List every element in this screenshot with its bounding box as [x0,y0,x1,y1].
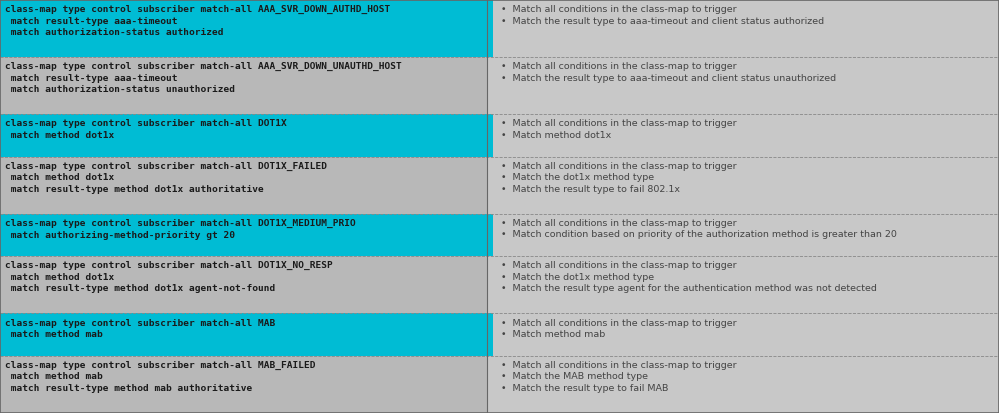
Bar [0,57,487,114]
Text: •  Match all conditions in the class-map to trigger
•  Match the dot1x method ty: • Match all conditions in the class-map … [500,261,876,293]
Text: •  Match all conditions in the class-map to trigger
•  Match the MAB method type: • Match all conditions in the class-map … [500,361,736,393]
Bar [487,157,999,214]
Bar [487,0,999,57]
Bar [487,114,493,157]
Text: class-map type control subscriber match-all AAA_SVR_DOWN_AUTHD_HOST
 match resul: class-map type control subscriber match-… [5,5,391,37]
Bar [487,256,999,313]
Text: •  Match all conditions in the class-map to trigger
•  Match the result type to : • Match all conditions in the class-map … [500,62,835,83]
Text: class-map type control subscriber match-all AAA_SVR_DOWN_UNAUTHD_HOST
 match res: class-map type control subscriber match-… [5,62,402,94]
Bar [487,313,999,356]
Text: class-map type control subscriber match-all DOT1X
 match method dot1x: class-map type control subscriber match-… [5,119,287,140]
Text: class-map type control subscriber match-all MAB_FAILED
 match method mab
 match : class-map type control subscriber match-… [5,361,316,393]
Bar [487,57,999,114]
Bar [0,214,487,256]
Bar [487,313,493,356]
Text: •  Match all conditions in the class-map to trigger
•  Match condition based on : • Match all conditions in the class-map … [500,219,896,240]
Text: •  Match all conditions in the class-map to trigger
•  Match the dot1x method ty: • Match all conditions in the class-map … [500,162,736,194]
Text: •  Match all conditions in the class-map to trigger
•  Match method mab: • Match all conditions in the class-map … [500,318,736,339]
Text: class-map type control subscriber match-all MAB
 match method mab: class-map type control subscriber match-… [5,318,276,339]
Bar [0,313,487,356]
Bar [487,0,493,57]
Text: class-map type control subscriber match-all DOT1X_MEDIUM_PRIO
 match authorizing: class-map type control subscriber match-… [5,219,356,240]
Text: class-map type control subscriber match-all DOT1X_NO_RESP
 match method dot1x
 m: class-map type control subscriber match-… [5,261,333,293]
Text: •  Match all conditions in the class-map to trigger
•  Match method dot1x: • Match all conditions in the class-map … [500,119,736,140]
Bar [0,0,487,57]
Bar [0,114,487,157]
Bar [0,356,487,413]
Bar [0,157,487,214]
Bar [0,256,487,313]
Bar [487,114,999,157]
Bar [487,356,999,413]
Bar [487,214,999,256]
Text: •  Match all conditions in the class-map to trigger
•  Match the result type to : • Match all conditions in the class-map … [500,5,823,26]
Text: class-map type control subscriber match-all DOT1X_FAILED
 match method dot1x
 ma: class-map type control subscriber match-… [5,162,327,194]
Bar [487,214,493,256]
